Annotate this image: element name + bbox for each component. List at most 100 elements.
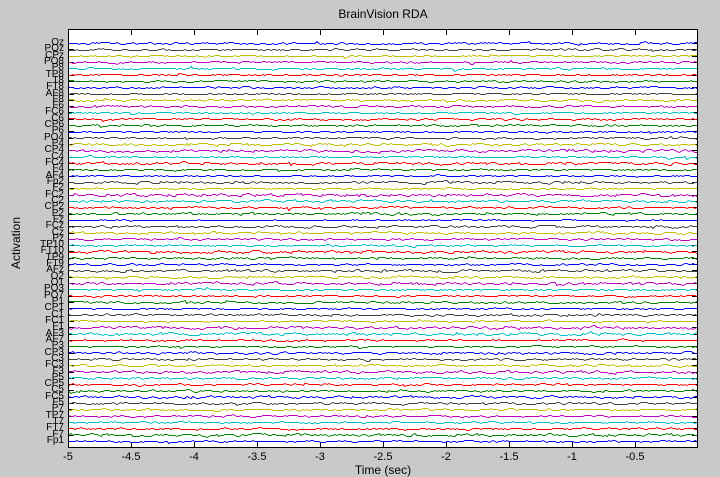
- eeg-trace: [68, 432, 697, 439]
- channel-label: FT8: [46, 81, 64, 93]
- eeg-trace: [68, 167, 697, 173]
- x-tick-label: -4: [189, 451, 199, 463]
- eeg-trace: [69, 280, 698, 287]
- eeg-trace: [69, 155, 698, 161]
- x-tick-label: -1: [567, 451, 577, 463]
- eeg-trace: [69, 59, 698, 66]
- eeg-trace: [69, 73, 698, 78]
- channel-label: F3: [52, 365, 64, 377]
- eeg-trace: [69, 243, 697, 248]
- channel-label: PO3: [43, 283, 64, 295]
- eeg-trace: [69, 79, 697, 84]
- channel-label: CP1: [44, 302, 64, 314]
- eeg-trace: [68, 318, 697, 324]
- channel-label: AF4: [45, 169, 64, 181]
- channel-label: AFz: [46, 264, 64, 276]
- channel-label: FC5: [45, 390, 64, 402]
- channel-label: F2: [52, 182, 64, 194]
- eeg-trace: [68, 142, 698, 148]
- channel-label: O2: [50, 270, 64, 282]
- eeg-trace: [69, 65, 697, 73]
- eeg-trace: [69, 268, 697, 274]
- eeg-trace: [69, 97, 697, 104]
- channel-label: F4: [52, 163, 64, 175]
- eeg-trace: [69, 420, 698, 425]
- x-tick-label: -0.5: [625, 451, 645, 463]
- eeg-trace: [69, 211, 698, 217]
- channel-label: F8: [52, 93, 64, 105]
- channel-label: F7: [52, 428, 64, 440]
- eeg-trace: [69, 85, 698, 90]
- channel-label: F6: [52, 100, 64, 112]
- channel-label: TP9: [45, 251, 64, 263]
- x-tick-label: -2: [441, 451, 451, 463]
- channel-label: FC6: [45, 106, 64, 118]
- channel-label: PO4: [43, 131, 64, 143]
- eeg-trace: [69, 174, 697, 179]
- channel-label: POz: [44, 43, 64, 55]
- eeg-plot-area: [68, 29, 698, 448]
- channel-label: FC1: [45, 314, 64, 326]
- eeg-trace: [69, 369, 698, 376]
- channel-label: Pz: [52, 232, 64, 244]
- eeg-trace: [69, 294, 698, 299]
- channel-label: FCz: [45, 220, 64, 232]
- channel-label: P8: [51, 62, 64, 74]
- x-tick-label: -2.5: [373, 451, 393, 463]
- eeg-trace: [68, 186, 697, 191]
- eeg-trace: [69, 230, 697, 236]
- channel-label: PO8: [43, 55, 64, 67]
- channel-label: O1: [50, 277, 64, 289]
- channel-label: C2: [51, 194, 64, 206]
- channel-label: F1: [52, 321, 64, 333]
- eeg-trace: [69, 135, 698, 141]
- eeg-trace: [69, 439, 698, 445]
- eeg-trace: [68, 104, 697, 109]
- eeg-trace: [68, 306, 697, 311]
- channel-label: Cz: [51, 226, 64, 238]
- eeg-trace: [68, 382, 698, 388]
- eeg-trace: [68, 224, 697, 230]
- channel-label: TP10: [40, 239, 64, 251]
- channel-label: Oz: [51, 37, 64, 48]
- channel-label: FT7: [46, 422, 64, 434]
- channel-label: P1: [51, 296, 64, 308]
- eeg-trace: [69, 344, 698, 350]
- channel-label: FC4: [45, 157, 64, 169]
- channel-label: FC3: [45, 359, 64, 371]
- eeg-trace: [69, 180, 697, 186]
- eeg-trace: [69, 237, 697, 242]
- channel-label: CP6: [44, 119, 64, 131]
- eeg-trace: [68, 312, 698, 318]
- eeg-trace: [69, 198, 698, 204]
- channel-label: P3: [51, 340, 64, 352]
- channel-label: PO7: [43, 289, 64, 301]
- channel-label: C4: [51, 150, 64, 162]
- channel-label: CP2: [44, 201, 64, 213]
- channel-label: Fz: [52, 213, 64, 225]
- eeg-trace: [69, 218, 697, 223]
- eeg-trace: [68, 255, 698, 261]
- eeg-trace: [69, 111, 697, 116]
- channel-label: CPz: [45, 49, 64, 61]
- channel-label: P7: [51, 403, 64, 415]
- channel-label: F5: [52, 397, 64, 409]
- channel-label: P2: [51, 207, 64, 219]
- channel-label: T8: [52, 74, 64, 86]
- x-tick-label: -4.5: [121, 451, 141, 463]
- eeg-trace: [69, 53, 697, 60]
- channel-label: T7: [52, 416, 64, 428]
- x-axis-label: Time (sec): [354, 463, 412, 477]
- eeg-trace: [69, 47, 698, 53]
- eeg-trace: [69, 249, 698, 255]
- channel-label: AF7: [45, 333, 64, 345]
- channel-label: C3: [51, 352, 64, 364]
- eeg-trace: [68, 337, 697, 343]
- eeg-trace: [69, 299, 698, 305]
- chart-title: BrainVision RDA: [338, 7, 428, 21]
- channel-label: FT10: [40, 245, 64, 257]
- eeg-trace: [68, 160, 697, 167]
- eeg-trace: [69, 363, 697, 368]
- eeg-trace: [69, 357, 698, 362]
